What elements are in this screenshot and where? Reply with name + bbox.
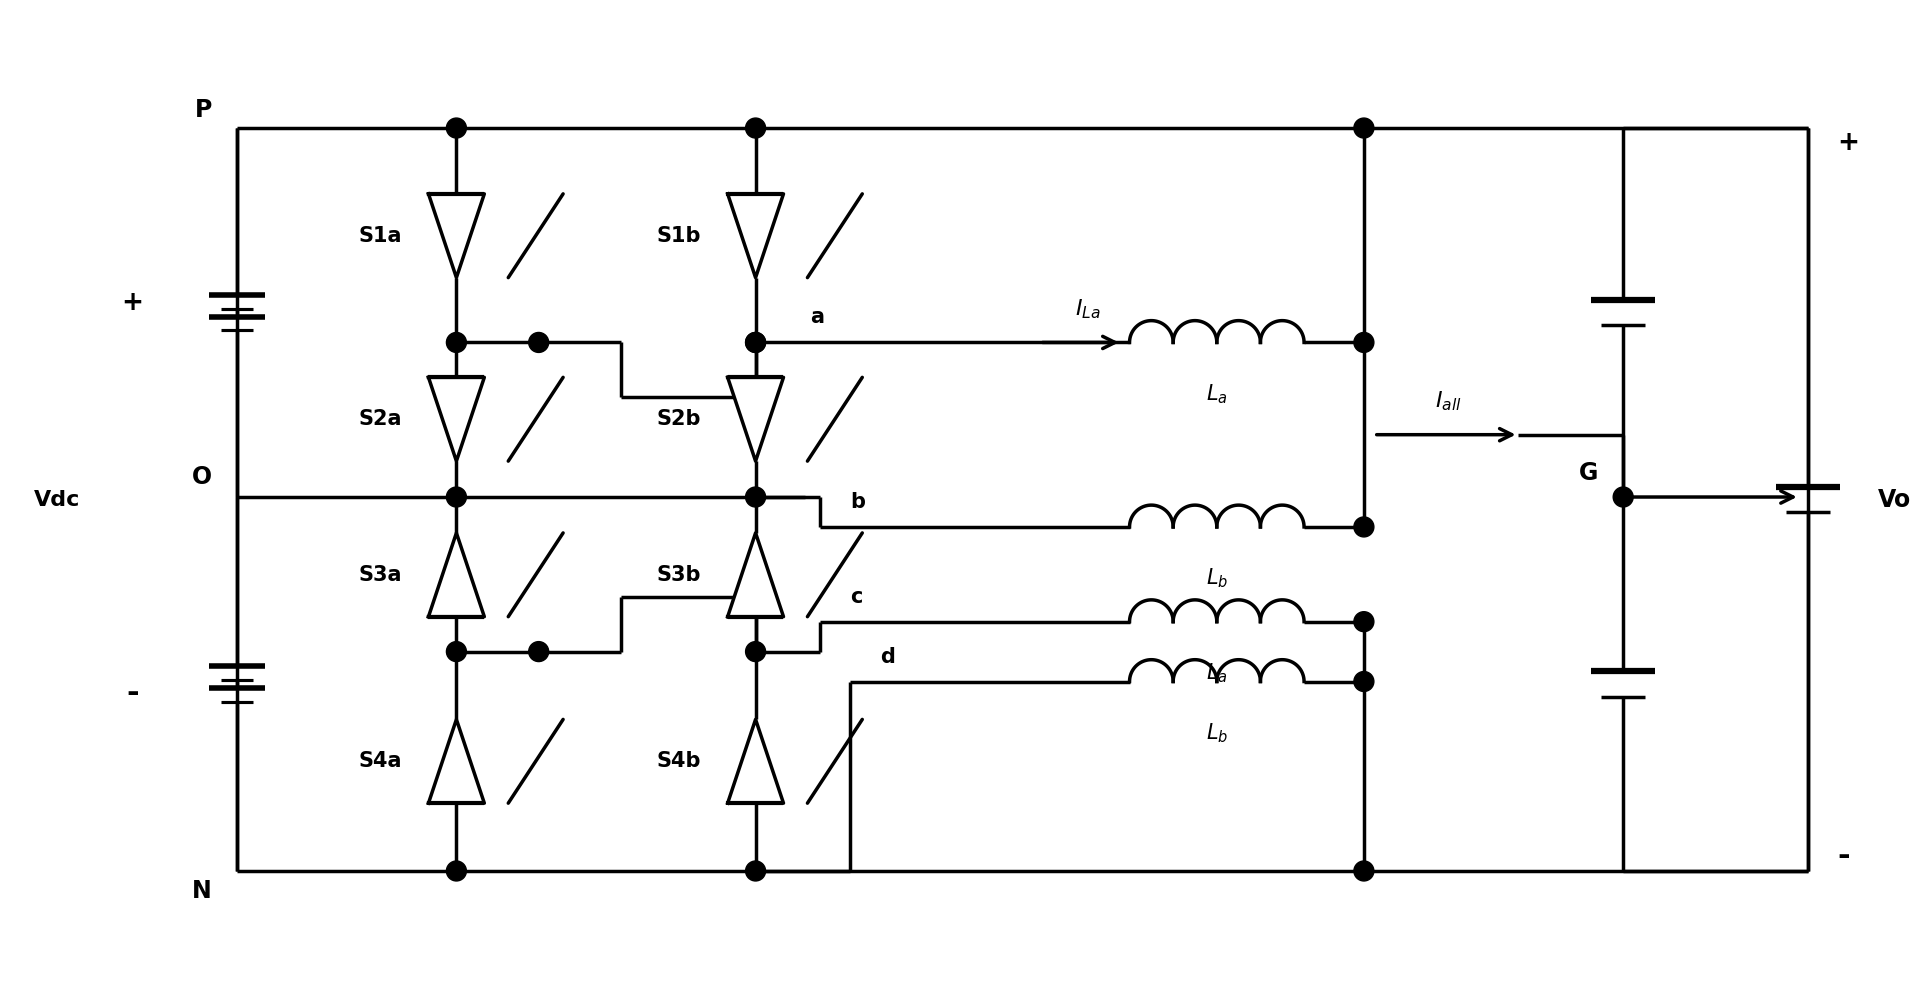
Polygon shape xyxy=(428,378,484,461)
Circle shape xyxy=(746,487,765,507)
Circle shape xyxy=(1353,118,1375,138)
Text: $I_{all}$: $I_{all}$ xyxy=(1434,389,1461,413)
Text: -: - xyxy=(125,680,139,709)
Circle shape xyxy=(447,118,467,138)
Circle shape xyxy=(1353,861,1375,881)
Circle shape xyxy=(447,487,467,507)
Text: O: O xyxy=(193,465,212,489)
Text: $I_{La}$: $I_{La}$ xyxy=(1074,297,1101,320)
Polygon shape xyxy=(428,719,484,804)
Circle shape xyxy=(1353,517,1375,537)
Text: -: - xyxy=(1837,842,1851,870)
Circle shape xyxy=(746,332,765,352)
Text: +: + xyxy=(1837,130,1861,156)
Circle shape xyxy=(528,332,549,352)
Text: N: N xyxy=(193,879,212,903)
Circle shape xyxy=(746,641,765,662)
Polygon shape xyxy=(727,378,783,461)
Circle shape xyxy=(1353,611,1375,631)
Circle shape xyxy=(447,861,467,881)
Circle shape xyxy=(746,332,765,352)
Text: c: c xyxy=(850,587,862,606)
Text: $L_a$: $L_a$ xyxy=(1207,383,1228,406)
Circle shape xyxy=(1353,672,1375,692)
Text: S4a: S4a xyxy=(359,751,401,771)
Circle shape xyxy=(746,118,765,138)
Text: G: G xyxy=(1579,461,1598,485)
Polygon shape xyxy=(428,533,484,616)
Text: S1b: S1b xyxy=(656,226,700,246)
Text: S4b: S4b xyxy=(656,751,700,771)
Text: $L_a$: $L_a$ xyxy=(1207,662,1228,685)
Text: S2b: S2b xyxy=(656,409,700,429)
Text: Vo: Vo xyxy=(1878,487,1911,512)
Text: S1a: S1a xyxy=(359,226,401,246)
Polygon shape xyxy=(727,194,783,278)
Polygon shape xyxy=(727,533,783,616)
Polygon shape xyxy=(727,719,783,804)
Circle shape xyxy=(1614,487,1633,507)
Circle shape xyxy=(746,861,765,881)
Text: S3a: S3a xyxy=(359,565,401,585)
Circle shape xyxy=(447,641,467,662)
Text: $L_b$: $L_b$ xyxy=(1205,721,1228,745)
Circle shape xyxy=(528,641,549,662)
Text: d: d xyxy=(881,646,895,667)
Text: S2a: S2a xyxy=(359,409,401,429)
Text: $L_b$: $L_b$ xyxy=(1205,567,1228,590)
Text: b: b xyxy=(850,492,866,512)
Text: P: P xyxy=(195,98,212,122)
Polygon shape xyxy=(428,194,484,278)
Text: S3b: S3b xyxy=(656,565,700,585)
Text: +: + xyxy=(121,290,143,315)
Text: a: a xyxy=(810,307,825,327)
Circle shape xyxy=(1353,332,1375,352)
Circle shape xyxy=(447,332,467,352)
Text: Vdc: Vdc xyxy=(35,489,81,510)
